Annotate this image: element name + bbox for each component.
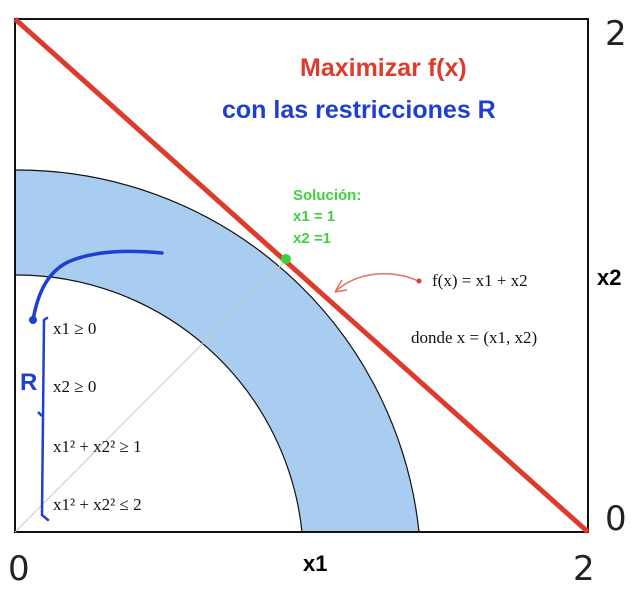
constraints-bracket <box>40 316 50 522</box>
y-axis-label: x2 <box>597 265 621 290</box>
constraints-label: R <box>20 369 37 396</box>
feasible-region <box>14 169 420 533</box>
constraint-2: x2 ≥ 0 <box>53 377 96 396</box>
solution-x2: x2 =1 <box>293 230 331 247</box>
constraint-4: x1² + x2² ≤ 2 <box>53 495 142 514</box>
x-axis-label: x1 <box>303 551 327 576</box>
y-tick-0: 0 <box>605 499 627 539</box>
constraint-3: x1² + x2² ≥ 1 <box>53 437 142 456</box>
constraints-arrow <box>31 249 164 322</box>
objective-arrow-dot <box>416 278 422 284</box>
solution-heading: Solución: <box>293 187 361 204</box>
y-tick-2: 2 <box>605 14 627 54</box>
solution-x1: x1 = 1 <box>293 208 335 225</box>
x-tick-0: 0 <box>8 549 30 589</box>
title-maximize: Maximizar f(x) <box>300 54 467 82</box>
objective-line <box>13 17 590 534</box>
constraint-1: x1 ≥ 0 <box>53 319 96 338</box>
objective-arrow <box>334 273 419 293</box>
title-constraints: con las restricciones R <box>222 96 496 124</box>
diagonal-guide <box>14 257 289 533</box>
plot-frame <box>14 18 589 533</box>
arrow-dot <box>29 316 37 324</box>
x-tick-2: 2 <box>573 549 595 589</box>
objective-formula: f(x) = x1 + x2 <box>432 271 528 290</box>
objective-where: donde x = (x1, x2) <box>411 328 537 347</box>
solution-point <box>281 254 291 264</box>
objective-arrowhead <box>334 279 348 293</box>
bracket-tick <box>37 411 43 417</box>
